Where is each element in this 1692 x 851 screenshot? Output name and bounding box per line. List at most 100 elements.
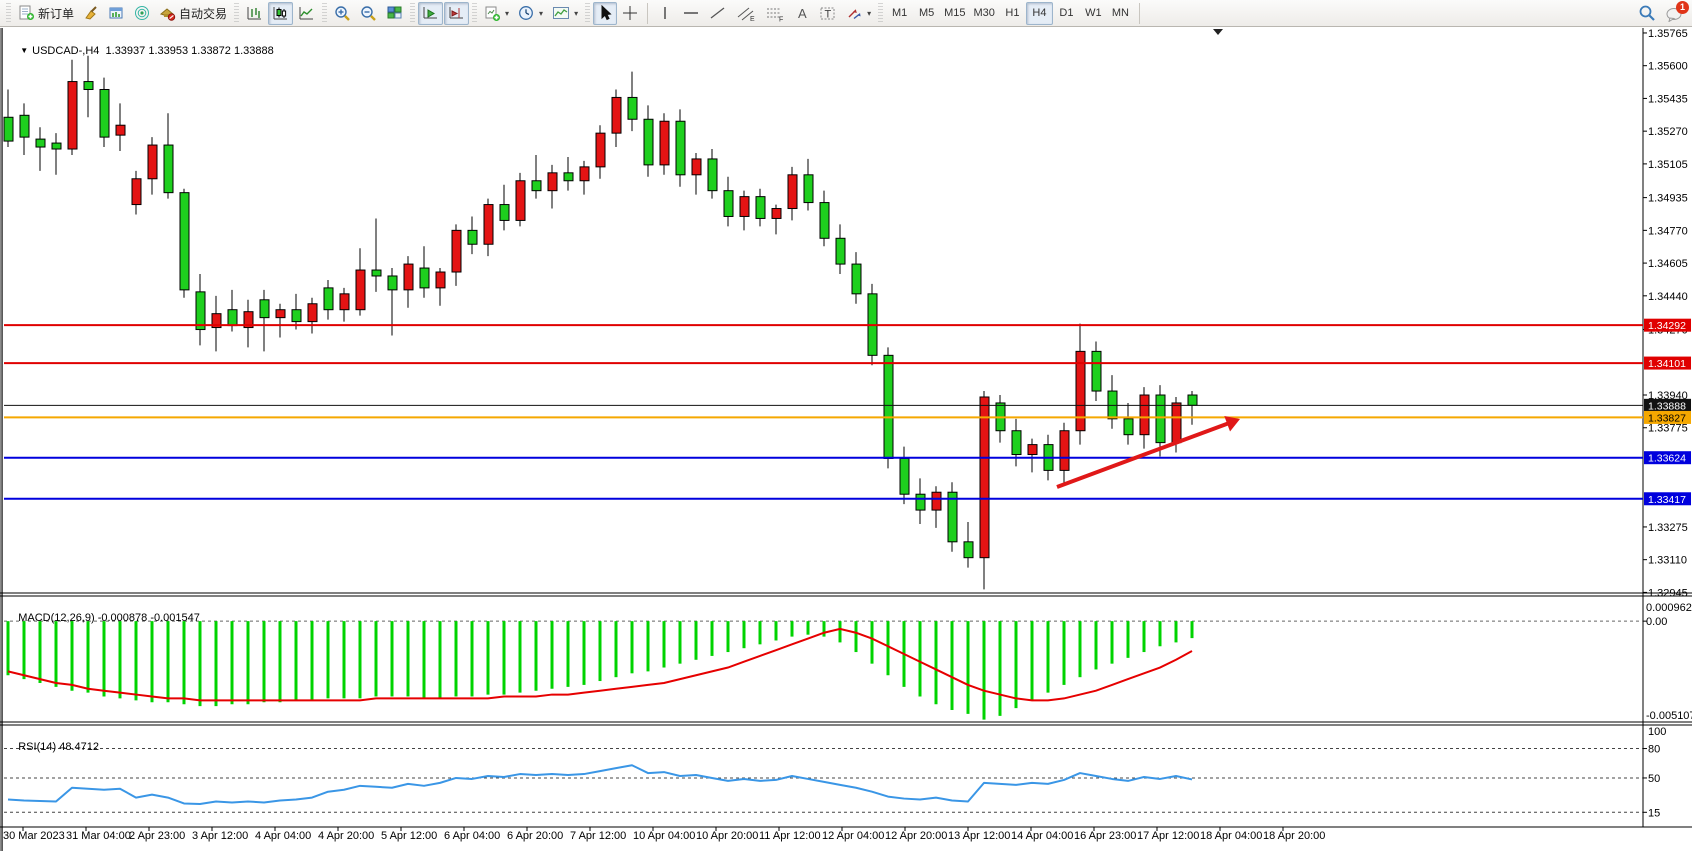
macd-indicator-label: MACD(12,26,9) -0.000878 -0.001547 <box>6 600 200 636</box>
svg-text:1.33888: 1.33888 <box>1648 400 1686 412</box>
market-watch-button[interactable] <box>104 2 129 25</box>
autotrading-icon <box>160 8 176 21</box>
text-tool-button[interactable]: A <box>790 2 814 25</box>
svg-text:0.00: 0.00 <box>1646 616 1667 628</box>
sound-icon <box>135 6 150 20</box>
chart-canvas[interactable]: 1.35765 1.35600 1.35435 1.35270 1.35105 1.349… <box>0 28 1692 851</box>
vertical-line-icon <box>664 7 666 19</box>
chart-shift-button[interactable] <box>444 1 470 25</box>
svg-text:1.35270: 1.35270 <box>1648 126 1688 138</box>
timeframe-button-m15[interactable]: M15 <box>944 7 966 19</box>
svg-text:1.34440: 1.34440 <box>1648 291 1688 303</box>
templates-button[interactable]: ▾ <box>548 2 582 25</box>
line-chart-icon <box>299 7 314 20</box>
candlestick-chart-button[interactable] <box>268 1 294 25</box>
toolbar-grip <box>585 2 591 24</box>
auto-scroll-button[interactable] <box>418 1 444 25</box>
equidistant-channel-tool-button[interactable]: E <box>732 2 760 25</box>
svg-text:1.34935: 1.34935 <box>1648 193 1688 205</box>
template-icon <box>553 7 570 19</box>
line-chart-button[interactable] <box>294 2 319 25</box>
new-order-button[interactable]: 新订单 <box>14 2 78 25</box>
price-level-badge <box>1644 492 1691 506</box>
svg-text:50: 50 <box>1648 773 1660 785</box>
horizontal-line-tool-button[interactable] <box>678 2 704 25</box>
zoom-out-icon <box>361 5 376 21</box>
arrows-icon <box>848 9 861 20</box>
auto-scroll-icon <box>423 7 438 19</box>
svg-text:11 Apr 12:00: 11 Apr 12:00 <box>759 830 821 842</box>
svg-text:13 Apr 12:00: 13 Apr 12:00 <box>948 830 1010 842</box>
svg-text:A: A <box>798 6 807 21</box>
timeframe-button-h1[interactable]: H1 <box>1005 7 1020 19</box>
timeframe-button-w1[interactable]: W1 <box>1085 7 1102 19</box>
chevron-down-icon: ▾ <box>539 8 544 18</box>
svg-text:1.34292: 1.34292 <box>1648 320 1686 332</box>
svg-text:15: 15 <box>1648 807 1660 819</box>
vertical-line-tool-button[interactable] <box>653 2 677 25</box>
svg-text:1.35435: 1.35435 <box>1648 93 1688 105</box>
svg-text:17 Apr 12:00: 17 Apr 12:00 <box>1137 830 1199 842</box>
timeframe-button-m1[interactable]: M1 <box>891 7 908 19</box>
svg-text:12 Apr 04:00: 12 Apr 04:00 <box>822 830 884 842</box>
tile-windows-button[interactable] <box>382 2 407 25</box>
svg-text:1.33110: 1.33110 <box>1648 555 1687 567</box>
toolbar-grip <box>410 2 416 24</box>
timeframe-button-d1[interactable]: D1 <box>1059 7 1074 19</box>
svg-text:16 Apr 23:00: 16 Apr 23:00 <box>1074 830 1136 842</box>
cursor-icon <box>601 5 612 21</box>
horizontal-line-icon <box>684 12 699 14</box>
svg-text:7 Apr 12:00: 7 Apr 12:00 <box>570 830 626 842</box>
svg-text:30 Mar 2023: 30 Mar 2023 <box>3 830 65 842</box>
autotrading-button[interactable]: 自动交易 <box>155 2 231 25</box>
fibonacci-tool-button[interactable]: F <box>761 2 789 25</box>
macd-name: MACD(12,26,9) <box>18 612 95 624</box>
svg-text:5 Apr 12:00: 5 Apr 12:00 <box>381 830 437 842</box>
window-left-frame <box>0 28 3 851</box>
sound-button[interactable] <box>130 2 154 25</box>
zoom-out-button[interactable] <box>356 2 381 25</box>
chart-shift-marker-icon[interactable] <box>1213 29 1223 35</box>
timeframe-button-m5[interactable]: M5 <box>918 7 935 19</box>
periods-button[interactable]: ▾ <box>514 2 547 25</box>
new-chart-button[interactable]: ▾ <box>480 2 513 25</box>
search-button[interactable] <box>1634 2 1660 25</box>
trendline-icon <box>710 7 725 19</box>
price-level-badge <box>1644 318 1691 332</box>
svg-text:4 Apr 20:00: 4 Apr 20:00 <box>318 830 374 842</box>
equidistant-channel-icon: E <box>737 7 755 22</box>
svg-text:10 Apr 20:00: 10 Apr 20:00 <box>696 830 758 842</box>
styler-button[interactable] <box>79 2 103 25</box>
candlesticks <box>3 55 1198 590</box>
trendline-tool-button[interactable] <box>705 2 731 25</box>
svg-text:10 Apr 04:00: 10 Apr 04:00 <box>633 830 695 842</box>
svg-text:1.32945: 1.32945 <box>1648 587 1688 599</box>
zoom-in-button[interactable] <box>330 2 355 25</box>
autotrading-label: 自动交易 <box>179 6 228 21</box>
chart-window-icon <box>109 7 123 19</box>
toolbar-separator <box>647 2 649 24</box>
toolbar-grip <box>6 2 11 24</box>
toolbar-grip <box>322 2 328 24</box>
macd-values: -0.000878 -0.001547 <box>97 612 200 624</box>
timeframe-button-m30[interactable]: M30 <box>973 7 995 19</box>
cursor-tool-button[interactable] <box>593 1 618 25</box>
price-level-badge <box>1644 356 1691 370</box>
rsi-pane: 100 80 50 15 <box>4 726 1666 819</box>
zoom-in-icon <box>335 5 350 21</box>
notifications-button[interactable]: 1 <box>1661 0 1689 25</box>
rsi-indicator-label: RSI(14) 48.4712 <box>6 729 99 765</box>
svg-text:6 Apr 04:00: 6 Apr 04:00 <box>444 830 500 842</box>
svg-text:1.34770: 1.34770 <box>1648 225 1688 237</box>
timeframe-button-h4[interactable]: H4 <box>1025 1 1053 25</box>
timeframe-button-mn[interactable]: MN <box>1111 7 1129 19</box>
trend-arrow[interactable] <box>1056 416 1240 489</box>
svg-text:-0.005107: -0.005107 <box>1646 710 1692 722</box>
crosshair-tool-button[interactable] <box>618 2 642 25</box>
svg-text:14 Apr 04:00: 14 Apr 04:00 <box>1011 830 1073 842</box>
arrows-tool-button[interactable]: ▾ <box>842 2 875 25</box>
svg-text:3 Apr 12:00: 3 Apr 12:00 <box>192 830 248 842</box>
bar-chart-button[interactable] <box>242 2 267 25</box>
text-label-tool-button[interactable]: T <box>815 2 841 25</box>
